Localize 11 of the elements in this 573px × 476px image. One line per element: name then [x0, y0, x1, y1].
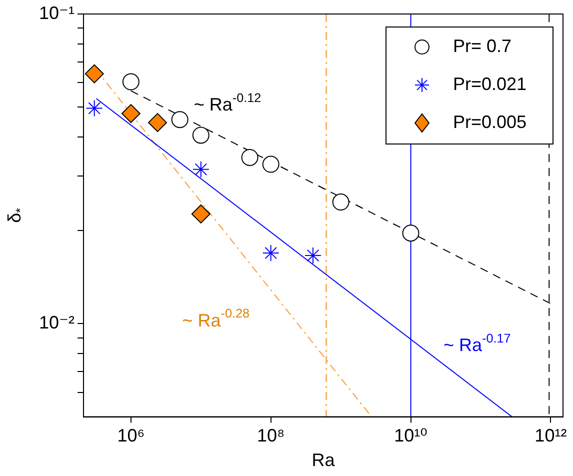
legend-label: Pr= 0.7: [453, 36, 512, 56]
x-tick-label: 10⁶: [117, 426, 145, 446]
legend-label: Pr=0.021: [453, 74, 527, 94]
x-axis-title: Ra: [312, 450, 336, 470]
y-tick-label: 10⁻²: [38, 312, 75, 333]
y-axis-title: δ*: [4, 208, 28, 223]
x-tick-label: 10¹²: [534, 426, 567, 446]
x-tick-label: 10⁸: [257, 426, 285, 446]
x-tick-label: 10¹⁰: [394, 426, 428, 446]
legend-label: Pr=0.005: [453, 112, 527, 132]
y-tick-label: 10⁻¹: [38, 2, 75, 23]
